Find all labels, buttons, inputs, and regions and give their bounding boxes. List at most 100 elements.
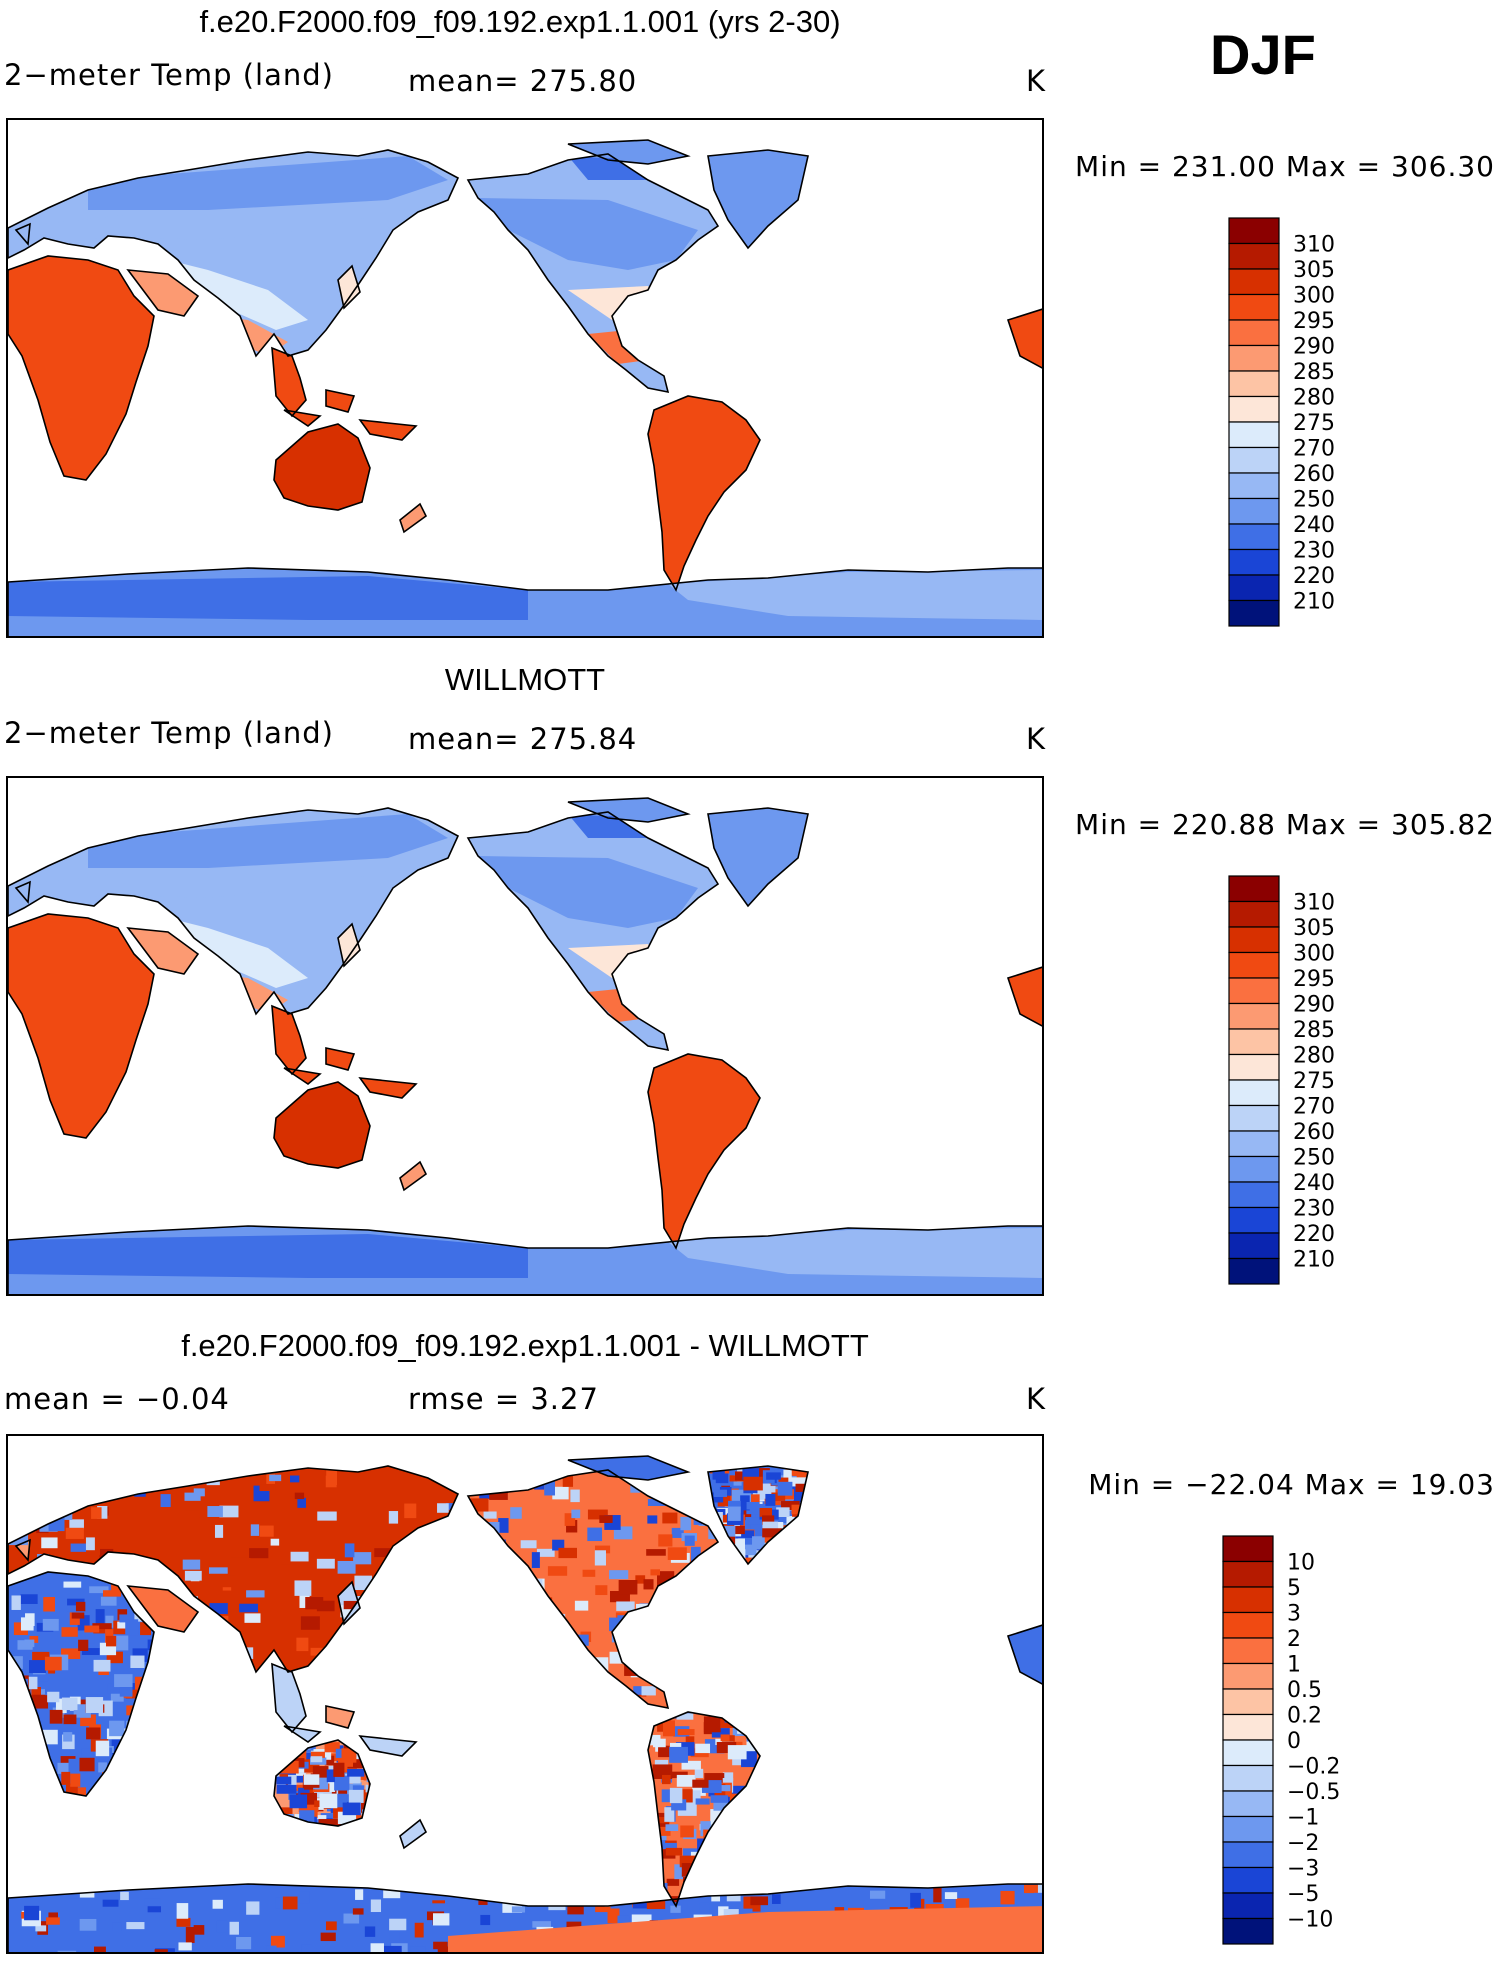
anomaly-cell — [716, 1686, 718, 1702]
anomaly-cell — [801, 1531, 808, 1548]
anomaly-cell — [944, 1892, 958, 1900]
anomaly-cell — [798, 1542, 808, 1557]
anomaly-cell — [333, 1762, 345, 1777]
anomaly-cell — [531, 1552, 540, 1568]
anomaly-cell — [595, 1585, 608, 1596]
anomaly-cell — [547, 1566, 568, 1576]
landmass-seasia — [272, 1006, 306, 1074]
anomaly-cell — [646, 1897, 666, 1910]
anomaly-cell — [368, 1823, 370, 1826]
anomaly-cell — [665, 1847, 683, 1856]
temperature-zone — [478, 856, 698, 928]
anomaly-cell — [291, 1742, 301, 1752]
anomaly-cell — [95, 1609, 105, 1624]
anomaly-cell — [720, 1785, 731, 1792]
landmass-samerica — [648, 1054, 760, 1248]
panel-1-variable-label: 2−meter Temp (land) — [4, 58, 334, 92]
anomaly-cell — [432, 1913, 450, 1926]
anomaly-cell — [571, 1509, 581, 1519]
anomaly-cell — [487, 1580, 504, 1595]
colorbar-box — [1228, 900, 1280, 928]
anomaly-cell — [714, 1839, 728, 1856]
anomaly-cell — [176, 1917, 191, 1927]
anomaly-cell — [105, 1615, 114, 1628]
anomaly-cell — [32, 1694, 46, 1709]
anomaly-cell — [363, 1655, 378, 1668]
anomaly-cell — [933, 1887, 942, 1903]
anomaly-zone — [448, 1906, 1042, 1952]
colorbar-tick-label: 230 — [1293, 539, 1335, 564]
colorbar-tick-label: 260 — [1293, 462, 1335, 487]
anomaly-cell — [29, 1781, 44, 1788]
coastline — [567, 1455, 691, 1481]
colorbar-box — [1222, 1866, 1274, 1894]
anomaly-cell — [574, 1600, 589, 1611]
anomaly-cell — [430, 1555, 449, 1563]
anomaly-cell — [319, 1793, 338, 1809]
anomaly-cell — [666, 1878, 680, 1886]
anomaly-cell — [47, 1691, 60, 1703]
anomaly-cell — [136, 1744, 154, 1757]
anomaly-cell — [703, 1716, 721, 1733]
anomaly-cell — [688, 1875, 704, 1886]
coastline — [466, 153, 720, 394]
anomaly-cell — [712, 1856, 721, 1867]
anomaly-cell — [49, 1709, 63, 1724]
anomaly-cell — [715, 1872, 729, 1886]
anomaly-cell — [63, 1732, 73, 1742]
anomaly-cell — [119, 1614, 129, 1623]
anomaly-cell — [693, 1626, 711, 1636]
anomaly-cell — [800, 1518, 808, 1529]
anomaly-cell — [13, 1791, 29, 1796]
anomaly-cell — [193, 1488, 205, 1497]
anomaly-cell — [713, 1545, 725, 1556]
anomaly-cell — [176, 1903, 189, 1919]
anomaly-cell — [647, 1498, 666, 1506]
anomaly-cell — [98, 1762, 107, 1773]
anomaly-cell — [718, 1906, 729, 1917]
anomaly-cell — [549, 1618, 566, 1631]
anomaly-cell — [341, 1670, 353, 1672]
anomaly-cell — [39, 1520, 58, 1532]
anomaly-cell — [21, 1706, 34, 1719]
anomaly-cell — [707, 1554, 718, 1564]
anomaly-cell — [95, 1740, 110, 1757]
anomaly-cell — [326, 1769, 335, 1783]
anomaly-cell — [176, 1640, 187, 1654]
anomaly-cell — [710, 1835, 720, 1843]
anomaly-cell — [595, 1904, 613, 1913]
colorbar-tick-label: 210 — [1293, 590, 1335, 615]
anomaly-cell — [361, 1812, 370, 1821]
anomaly-cell — [662, 1609, 677, 1622]
anomaly-cell — [536, 1548, 555, 1557]
anomaly-cell — [299, 1594, 310, 1608]
temperature-zone — [88, 814, 448, 868]
anomaly-cell — [486, 1584, 497, 1597]
colorbar-tick-label: 2 — [1287, 1627, 1301, 1652]
anomaly-cell — [120, 1891, 129, 1901]
anomaly-cell — [360, 1660, 370, 1672]
anomaly-cell — [587, 1527, 603, 1542]
anomaly-cell — [566, 1519, 578, 1533]
anomaly-cell — [290, 1551, 309, 1562]
anomaly-cell — [699, 1902, 710, 1916]
anomaly-cell — [178, 1942, 192, 1951]
anomaly-cell — [807, 1466, 808, 1480]
anomaly-cell — [777, 1555, 797, 1564]
anomaly-cell — [172, 1667, 185, 1672]
anomaly-cell — [79, 1757, 95, 1772]
anomaly-cell — [229, 1921, 239, 1935]
anomaly-cell — [46, 1502, 56, 1519]
coastline — [1006, 308, 1042, 369]
anomaly-cell — [489, 1491, 508, 1500]
colorbar-box — [1228, 1257, 1280, 1285]
landmass-indo2 — [326, 1048, 354, 1070]
anomaly-cell — [42, 1618, 59, 1631]
anomaly-cell — [689, 1583, 703, 1592]
coastline — [273, 1081, 371, 1169]
anomaly-cell — [692, 1633, 711, 1649]
anomaly-cell — [280, 1819, 297, 1826]
anomaly-cell — [279, 1747, 293, 1764]
anomaly-cell — [695, 1743, 711, 1754]
anomaly-cell — [301, 1944, 312, 1952]
